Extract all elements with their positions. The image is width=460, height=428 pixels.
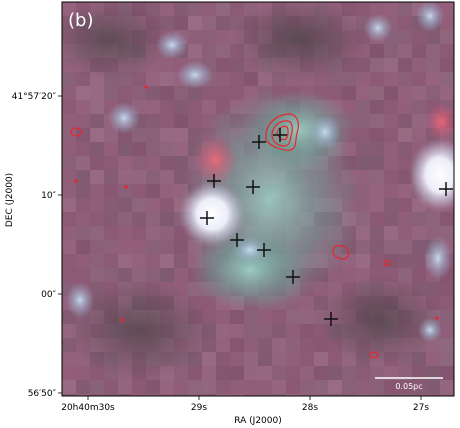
contour-main-mid — [271, 120, 293, 147]
y-tick-label: 00″ — [41, 290, 56, 300]
x-tick-labels: 20h40m30s 29s 28s 27s — [61, 403, 429, 413]
red-contours — [70, 85, 439, 359]
x-tick-label: 27s — [413, 403, 429, 413]
contour-dot-3 — [120, 318, 124, 322]
plus-marker — [286, 270, 300, 284]
plus-marker — [252, 135, 266, 149]
contour-small-1 — [383, 259, 391, 267]
x-tick-label: 29s — [191, 403, 207, 413]
star-bright-left — [178, 180, 246, 248]
contour-main-outer — [265, 113, 299, 151]
scale-bar-label: 0.05pc — [395, 382, 422, 391]
panel-label: (b) — [68, 10, 93, 31]
plus-marker — [230, 233, 244, 247]
x-tick-label: 28s — [302, 403, 318, 413]
contour-dot-2 — [124, 185, 128, 189]
plus-marker — [257, 243, 271, 257]
scale-bar: 0.05pc — [375, 377, 443, 391]
axis-ticks — [58, 95, 422, 400]
plus-marker — [439, 182, 453, 196]
y-tick-label: 41°57′20″ — [12, 92, 57, 102]
plus-marker — [324, 312, 338, 326]
plus-marker — [200, 211, 214, 225]
y-axis-label: DEC (J2000) — [5, 173, 15, 227]
contour-dot-4 — [144, 85, 148, 89]
y-tick-label: 56′50″ — [28, 389, 57, 399]
x-tick-label: 20h40m30s — [61, 403, 115, 413]
plus-marker — [273, 128, 287, 142]
y-tick-labels: 41°57′20″ 10″ 00″ 56′50″ — [12, 92, 57, 399]
contour-right-blob — [332, 244, 350, 260]
sky-image: (b) 0.05pc — [62, 2, 454, 396]
star-bright-right — [408, 137, 454, 213]
plus-marker — [246, 180, 260, 194]
contour-main-inner — [276, 125, 289, 141]
y-tick-label: 10″ — [41, 191, 56, 201]
contour-dot-5 — [435, 316, 439, 320]
source-markers — [200, 128, 453, 326]
contour-dot-1 — [74, 179, 78, 183]
contour-small-2 — [369, 351, 379, 359]
contour-left-ring — [70, 127, 82, 137]
plot-frame — [61, 1, 455, 397]
plus-marker — [207, 174, 221, 188]
x-axis-label: RA (J2000) — [234, 416, 282, 426]
